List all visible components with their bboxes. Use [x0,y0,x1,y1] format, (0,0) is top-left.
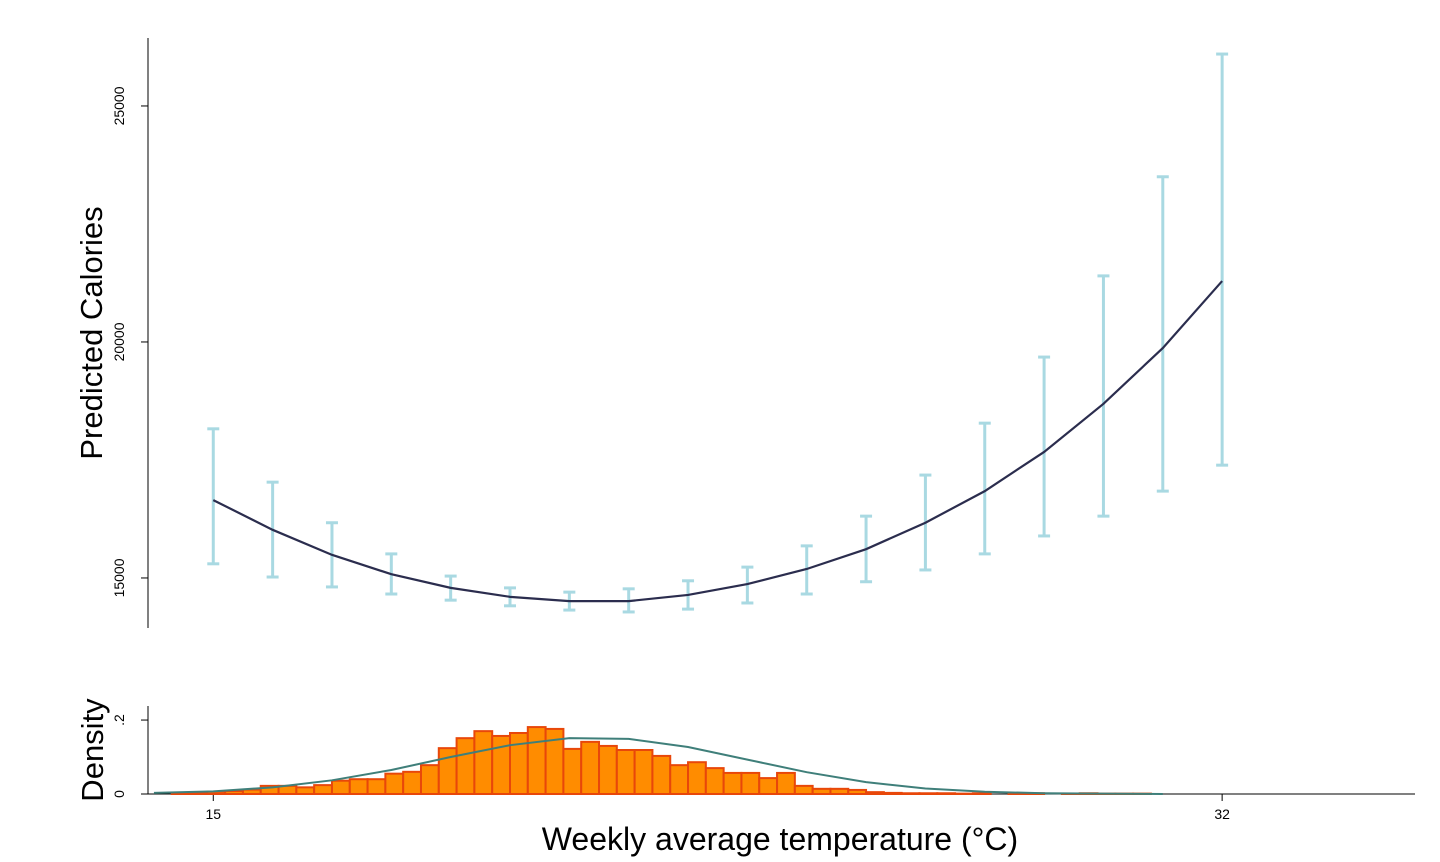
histogram-bar [740,771,761,796]
histogram-bar [241,788,262,796]
histogram-bar [651,754,672,795]
histogram-bar [526,726,547,795]
histogram-bar [758,777,779,795]
y-axis-label: Density [75,698,110,802]
histogram-bar [669,764,690,796]
histogram-bar [402,770,422,795]
histogram-bar [366,778,387,795]
histogram-bar [348,778,369,795]
histogram-bar [882,791,903,795]
histogram-bar [900,792,921,795]
histogram-bar [455,737,476,796]
histogram-bar [687,761,707,795]
histogram-bar [491,734,511,796]
histogram-bar [313,784,333,795]
y-tick-label: 15000 [111,558,127,597]
histogram-bar [722,771,743,796]
x-axis-label: Weekly average temperature (°C) [542,821,1018,857]
histogram-bar [598,744,618,796]
histogram-bar [918,792,939,795]
histogram-bar [419,764,440,796]
histogram-bar [509,731,529,795]
y-tick-label: 25000 [111,86,127,125]
histogram-bar [829,787,850,796]
histogram-bar [562,747,583,795]
histogram-bar [971,792,992,795]
line [212,280,1223,603]
y-axis-label: Predicted Calories [74,206,109,459]
histogram-bar [793,784,814,795]
y-tick-label: 0 [111,790,127,798]
x-tick-label: 32 [1214,806,1230,822]
histogram-bar [580,740,601,795]
y-tick-label: 20000 [111,322,127,361]
histogram-bar [330,779,351,796]
x-tick-label: 15 [205,806,221,822]
density-curve [153,737,1163,795]
y-tick-label: .2 [111,714,127,726]
histogram-bar [847,788,868,796]
histogram-bar [865,791,885,795]
histogram-bar [224,790,244,795]
histogram-bar [615,749,636,795]
histogram-bar [437,747,458,795]
histogram-bar [633,749,654,795]
histogram-bar [811,787,832,796]
histogram-bar [704,767,725,796]
histogram-bar [776,771,796,796]
histogram-bar [384,772,405,796]
histogram-bar [936,792,957,795]
histogram-bar [295,786,316,796]
histogram-bar [473,730,494,796]
